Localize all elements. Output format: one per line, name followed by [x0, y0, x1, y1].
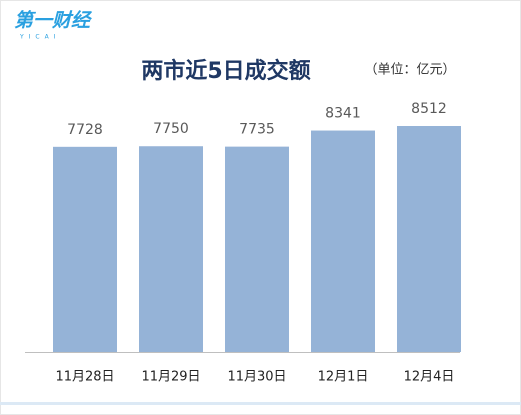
logo-tagline: YICAI	[19, 34, 61, 41]
bar	[311, 130, 375, 352]
value-label: 7735	[239, 122, 275, 138]
chart-subtitle: （单位：亿元）	[364, 63, 455, 78]
footer-strip	[0, 402, 521, 405]
x-tick-label: 12月1日	[318, 370, 369, 385]
value-label: 8512	[411, 101, 447, 117]
bar	[139, 146, 203, 352]
x-tick-label: 11月28日	[55, 370, 114, 385]
bar	[397, 126, 461, 352]
value-label: 8341	[325, 106, 361, 122]
value-label: 7750	[153, 121, 189, 137]
x-tick-label: 11月29日	[141, 370, 200, 385]
value-label: 7728	[67, 122, 103, 138]
bar	[53, 146, 117, 352]
bar	[225, 146, 289, 352]
chart-title: 两市近5日成交额	[141, 58, 310, 84]
x-tick-label: 11月30日	[227, 370, 286, 385]
x-tick-label: 12月4日	[404, 370, 455, 385]
logo: 第一财经	[14, 10, 93, 32]
